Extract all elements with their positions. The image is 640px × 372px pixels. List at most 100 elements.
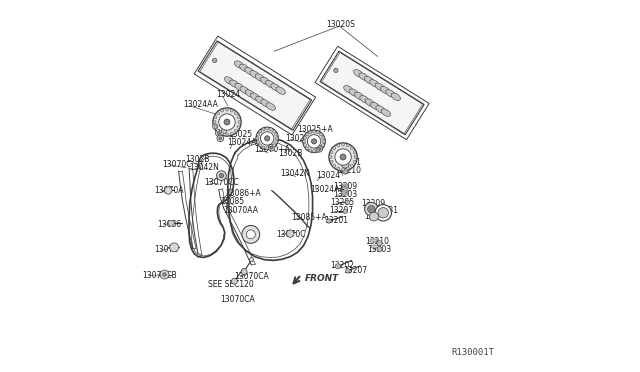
Circle shape (306, 147, 308, 150)
Bar (371, 245, 379, 248)
Ellipse shape (391, 93, 401, 100)
Circle shape (221, 132, 224, 135)
Text: 13209: 13209 (333, 182, 357, 191)
Circle shape (266, 147, 269, 150)
Circle shape (250, 257, 254, 262)
Circle shape (365, 202, 378, 216)
Text: R130001T: R130001T (452, 348, 495, 357)
Text: 13070CA: 13070CA (234, 272, 269, 280)
Circle shape (269, 146, 273, 149)
Text: FRONT: FRONT (305, 274, 339, 283)
Circle shape (230, 109, 233, 112)
Ellipse shape (344, 86, 353, 93)
Circle shape (312, 139, 317, 144)
Circle shape (342, 168, 348, 174)
Circle shape (335, 149, 351, 165)
Text: 13024A: 13024A (227, 138, 257, 147)
Text: 13205: 13205 (330, 198, 355, 207)
Ellipse shape (240, 87, 250, 94)
Circle shape (212, 124, 218, 129)
Text: 1302B: 1302B (186, 155, 210, 164)
Ellipse shape (364, 76, 374, 84)
Circle shape (319, 133, 323, 136)
Circle shape (342, 168, 344, 171)
Circle shape (316, 131, 319, 134)
Text: 13085: 13085 (220, 197, 244, 206)
Ellipse shape (225, 77, 234, 84)
Ellipse shape (349, 89, 358, 96)
Circle shape (237, 125, 240, 128)
Ellipse shape (266, 103, 275, 110)
Ellipse shape (365, 99, 374, 106)
Ellipse shape (250, 71, 259, 78)
Ellipse shape (380, 86, 390, 94)
Circle shape (219, 137, 222, 140)
Circle shape (333, 164, 336, 167)
Circle shape (318, 147, 321, 150)
Circle shape (377, 241, 382, 246)
Circle shape (242, 225, 260, 243)
Circle shape (346, 269, 350, 273)
Ellipse shape (276, 87, 285, 94)
Circle shape (234, 112, 237, 115)
Ellipse shape (271, 84, 280, 91)
Circle shape (346, 200, 350, 205)
Circle shape (367, 205, 375, 213)
Text: 13203: 13203 (367, 245, 392, 254)
Circle shape (237, 116, 240, 119)
Circle shape (337, 167, 340, 170)
Circle shape (378, 208, 388, 218)
Circle shape (268, 144, 275, 151)
Circle shape (216, 171, 227, 180)
Bar (342, 184, 348, 186)
Text: 13025+A: 13025+A (298, 125, 333, 134)
Circle shape (333, 147, 336, 150)
Circle shape (257, 133, 260, 136)
Circle shape (319, 147, 323, 150)
Circle shape (170, 243, 179, 252)
Circle shape (214, 116, 217, 119)
Circle shape (256, 137, 259, 140)
Text: 13231: 13231 (337, 158, 361, 167)
Circle shape (329, 143, 357, 171)
Polygon shape (320, 51, 424, 135)
Text: SEE SEC120: SEE SEC120 (207, 280, 253, 289)
Circle shape (309, 149, 312, 152)
Circle shape (234, 129, 237, 132)
Circle shape (213, 108, 241, 136)
Circle shape (221, 109, 224, 112)
Text: 13025: 13025 (228, 130, 252, 139)
Ellipse shape (244, 67, 254, 75)
Circle shape (303, 136, 307, 139)
Circle shape (260, 132, 274, 145)
Circle shape (350, 147, 353, 150)
Ellipse shape (355, 92, 364, 100)
Circle shape (346, 144, 349, 147)
Circle shape (309, 131, 312, 134)
Ellipse shape (230, 80, 239, 87)
Circle shape (346, 167, 349, 170)
Circle shape (369, 212, 378, 221)
Ellipse shape (245, 90, 255, 97)
Circle shape (303, 140, 306, 143)
Circle shape (219, 114, 235, 130)
Ellipse shape (260, 77, 270, 84)
Text: 1302B: 1302B (278, 149, 303, 158)
Ellipse shape (234, 61, 244, 68)
Ellipse shape (250, 93, 260, 100)
Circle shape (333, 68, 338, 73)
Ellipse shape (255, 96, 265, 104)
Circle shape (330, 151, 333, 154)
Text: 13070AA: 13070AA (223, 206, 259, 215)
Text: 13070CB: 13070CB (142, 271, 177, 280)
Circle shape (307, 135, 321, 148)
Circle shape (238, 121, 241, 124)
Text: 13070C: 13070C (162, 160, 191, 169)
Circle shape (216, 130, 222, 137)
Text: 13024AA: 13024AA (310, 185, 346, 194)
Text: 13070CC: 13070CC (204, 178, 239, 187)
Circle shape (275, 141, 278, 144)
Circle shape (213, 121, 216, 124)
Circle shape (343, 209, 348, 214)
Ellipse shape (386, 90, 395, 97)
